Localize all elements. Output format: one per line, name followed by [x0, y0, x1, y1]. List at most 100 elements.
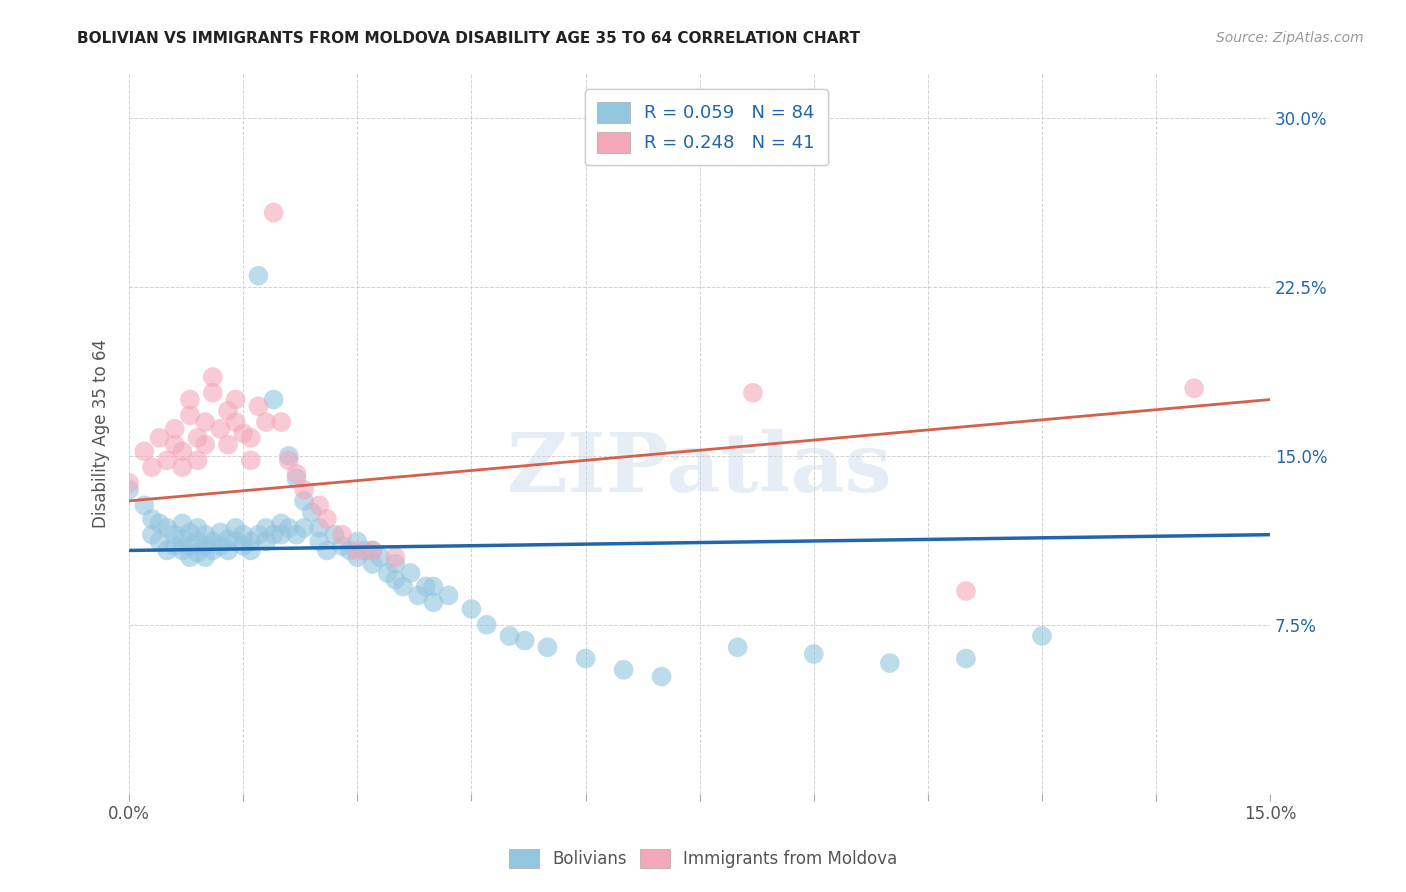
- Point: [217, 404, 239, 418]
- Point: [209, 525, 232, 540]
- Point: [232, 539, 254, 553]
- Point: [141, 527, 163, 541]
- Point: [172, 444, 194, 458]
- Point: [239, 453, 262, 467]
- Point: [263, 527, 285, 541]
- Point: [217, 543, 239, 558]
- Point: [613, 663, 636, 677]
- Point: [377, 566, 399, 580]
- Point: [384, 550, 406, 565]
- Point: [254, 415, 277, 429]
- Point: [172, 543, 194, 558]
- Point: [141, 460, 163, 475]
- Point: [361, 557, 384, 571]
- Point: [361, 543, 384, 558]
- Point: [118, 483, 141, 497]
- Point: [201, 385, 224, 400]
- Point: [263, 205, 285, 219]
- Point: [437, 589, 460, 603]
- Point: [292, 521, 315, 535]
- Point: [179, 392, 201, 407]
- Point: [346, 543, 368, 558]
- Point: [574, 651, 596, 665]
- Point: [315, 543, 337, 558]
- Text: ZIPatlas: ZIPatlas: [508, 429, 893, 509]
- Point: [172, 460, 194, 475]
- Point: [339, 543, 361, 558]
- Point: [141, 512, 163, 526]
- Point: [361, 543, 384, 558]
- Point: [247, 527, 270, 541]
- Point: [803, 647, 825, 661]
- Point: [163, 527, 186, 541]
- Point: [194, 415, 217, 429]
- Point: [346, 550, 368, 565]
- Point: [270, 516, 292, 531]
- Point: [194, 539, 217, 553]
- Point: [392, 579, 415, 593]
- Point: [134, 499, 156, 513]
- Point: [187, 521, 209, 535]
- Point: [879, 656, 901, 670]
- Point: [172, 516, 194, 531]
- Point: [187, 453, 209, 467]
- Point: [422, 579, 444, 593]
- Point: [148, 516, 170, 531]
- Point: [187, 431, 209, 445]
- Point: [263, 392, 285, 407]
- Point: [194, 437, 217, 451]
- Point: [955, 651, 977, 665]
- Point: [742, 385, 765, 400]
- Point: [225, 521, 247, 535]
- Point: [239, 431, 262, 445]
- Point: [1182, 381, 1205, 395]
- Point: [232, 527, 254, 541]
- Point: [285, 471, 308, 485]
- Point: [201, 534, 224, 549]
- Point: [354, 543, 377, 558]
- Point: [270, 415, 292, 429]
- Point: [194, 550, 217, 565]
- Point: [651, 669, 673, 683]
- Point: [217, 532, 239, 546]
- Point: [285, 467, 308, 481]
- Point: [422, 595, 444, 609]
- Point: [277, 453, 299, 467]
- Point: [346, 534, 368, 549]
- Legend: R = 0.059   N = 84, R = 0.248   N = 41: R = 0.059 N = 84, R = 0.248 N = 41: [585, 89, 828, 165]
- Point: [475, 617, 498, 632]
- Point: [179, 525, 201, 540]
- Point: [156, 521, 179, 535]
- Point: [292, 483, 315, 497]
- Point: [368, 550, 391, 565]
- Point: [536, 640, 558, 655]
- Point: [225, 534, 247, 549]
- Point: [209, 539, 232, 553]
- Point: [384, 573, 406, 587]
- Text: Source: ZipAtlas.com: Source: ZipAtlas.com: [1216, 31, 1364, 45]
- Point: [179, 539, 201, 553]
- Point: [247, 268, 270, 283]
- Point: [232, 426, 254, 441]
- Point: [239, 534, 262, 549]
- Point: [727, 640, 749, 655]
- Point: [148, 534, 170, 549]
- Point: [323, 527, 346, 541]
- Point: [118, 475, 141, 490]
- Point: [399, 566, 422, 580]
- Point: [277, 521, 299, 535]
- Point: [301, 505, 323, 519]
- Point: [187, 534, 209, 549]
- Point: [308, 534, 330, 549]
- Point: [460, 602, 482, 616]
- Point: [239, 543, 262, 558]
- Point: [330, 539, 353, 553]
- Point: [254, 521, 277, 535]
- Point: [225, 415, 247, 429]
- Legend: Bolivians, Immigrants from Moldova: Bolivians, Immigrants from Moldova: [502, 842, 904, 875]
- Text: BOLIVIAN VS IMMIGRANTS FROM MOLDOVA DISABILITY AGE 35 TO 64 CORRELATION CHART: BOLIVIAN VS IMMIGRANTS FROM MOLDOVA DISA…: [77, 31, 860, 46]
- Point: [217, 437, 239, 451]
- Point: [285, 527, 308, 541]
- Point: [201, 543, 224, 558]
- Point: [270, 527, 292, 541]
